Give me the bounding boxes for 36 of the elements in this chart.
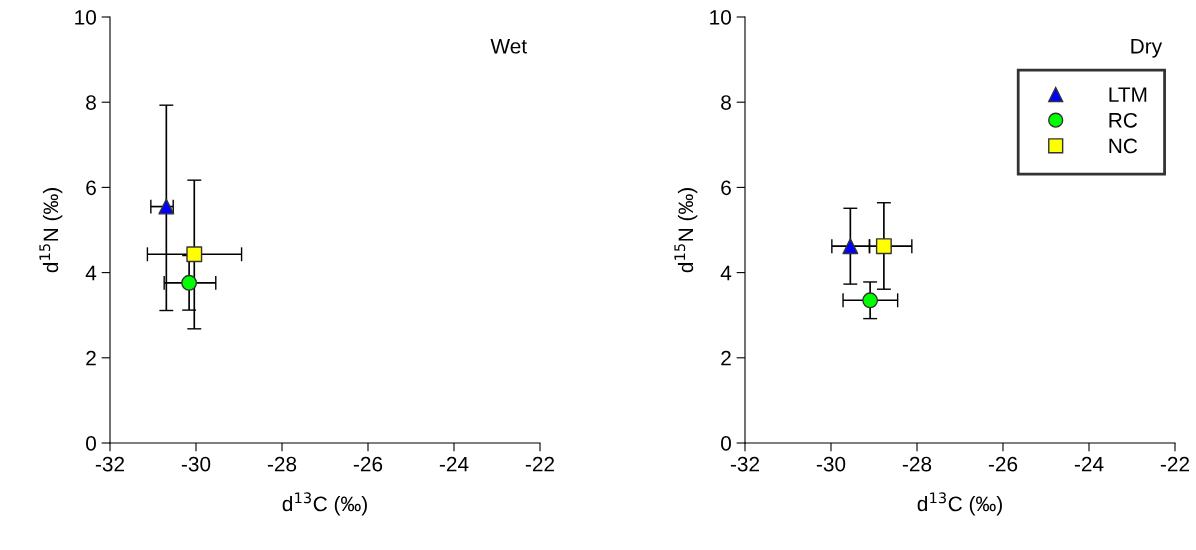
y-tick-label: 6 bbox=[721, 180, 731, 196]
y-tick-label: 0 bbox=[721, 436, 731, 451]
y-tick-label: 4 bbox=[85, 265, 97, 281]
x-tick-label: -30 bbox=[816, 456, 846, 472]
x-tick-label: -28 bbox=[267, 456, 297, 472]
x-axis-title: d$^{13}$C (‰) bbox=[917, 492, 1002, 516]
x-tick-label: -24 bbox=[1074, 456, 1104, 472]
point bbox=[186, 246, 203, 263]
annotation: Dry bbox=[1131, 39, 1163, 58]
point bbox=[181, 274, 198, 291]
x-tick-label: -28 bbox=[902, 456, 932, 472]
legend-label: RC bbox=[1109, 112, 1138, 128]
y-tick-label: 4 bbox=[720, 265, 732, 281]
annotation: Wet bbox=[490, 39, 527, 54]
y-axis-title: d$^{15}$N (‰) bbox=[674, 188, 698, 273]
y-axis-title: d$^{15}$N (‰) bbox=[39, 188, 63, 273]
x-tick-label: -26 bbox=[353, 456, 383, 472]
y-tick-label: 10 bbox=[75, 10, 96, 25]
y-tick-label: 2 bbox=[721, 350, 731, 366]
legend-label: NC bbox=[1109, 138, 1138, 154]
x-axis-title: d$^{13}$C (‰) bbox=[282, 492, 367, 516]
x-tick-label: -32 bbox=[730, 456, 760, 472]
y-tick-label: 10 bbox=[710, 10, 731, 25]
y-tick-label: 0 bbox=[86, 436, 96, 451]
legend-label: LTM bbox=[1109, 87, 1147, 102]
x-tick-label: -22 bbox=[525, 456, 555, 472]
x-tick-label: -24 bbox=[439, 456, 469, 472]
y-tick-label: 8 bbox=[86, 95, 96, 110]
x-tick-label: -30 bbox=[181, 456, 211, 472]
y-tick-label: 8 bbox=[721, 95, 731, 110]
x-tick-label: -26 bbox=[988, 456, 1018, 472]
y-tick-label: 2 bbox=[86, 350, 96, 366]
y-tick-label: 6 bbox=[86, 180, 96, 196]
x-tick-label: -22 bbox=[1160, 456, 1190, 472]
x-tick-label: -32 bbox=[95, 456, 125, 472]
point bbox=[158, 198, 175, 215]
